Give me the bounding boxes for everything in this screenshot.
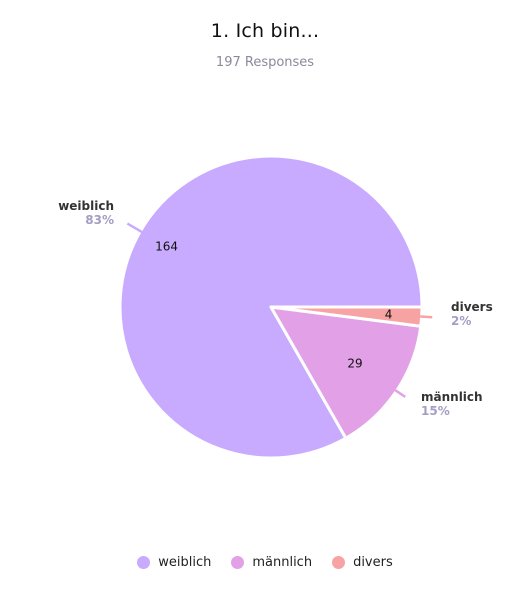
pie-value-labels: 164 29 4 (155, 239, 392, 370)
legend-label: männlich (252, 555, 313, 570)
slice-leader-line-1 (394, 389, 406, 398)
legend-item-2[interactable]: divers (332, 555, 393, 570)
slice-leader-line-2 (420, 315, 433, 319)
slice-percent-label-1: 15% (421, 404, 450, 418)
slice-value-label-1: 29 (347, 356, 362, 370)
chart-title: 1. Ich bin... (210, 20, 320, 42)
legend-item-0[interactable]: weiblich (137, 555, 211, 570)
slice-category-label-2: divers (451, 300, 493, 314)
legend-swatch-icon (137, 556, 151, 569)
slice-percent-label-0: 83% (85, 213, 114, 227)
slice-category-label-0: weiblich (58, 199, 114, 213)
slice-value-label-0: 164 (155, 239, 178, 253)
legend-label: divers (353, 555, 393, 570)
pie-slices (118, 154, 424, 460)
slice-leader-line-0 (126, 222, 143, 233)
legend-swatch-icon (231, 556, 245, 569)
chart-subtitle: 197 Responses (215, 55, 315, 70)
pie-leader-lines (126, 222, 433, 398)
legend-swatch-icon (332, 556, 346, 569)
legend-item-1[interactable]: männlich (231, 555, 312, 570)
slice-value-label-2: 4 (385, 308, 393, 322)
slice-category-label-1: männlich (421, 390, 483, 404)
legend-label: weiblich (158, 555, 212, 570)
slice-percent-label-2: 2% (451, 314, 471, 328)
chart-legend: weiblich männlich divers (0, 555, 530, 570)
